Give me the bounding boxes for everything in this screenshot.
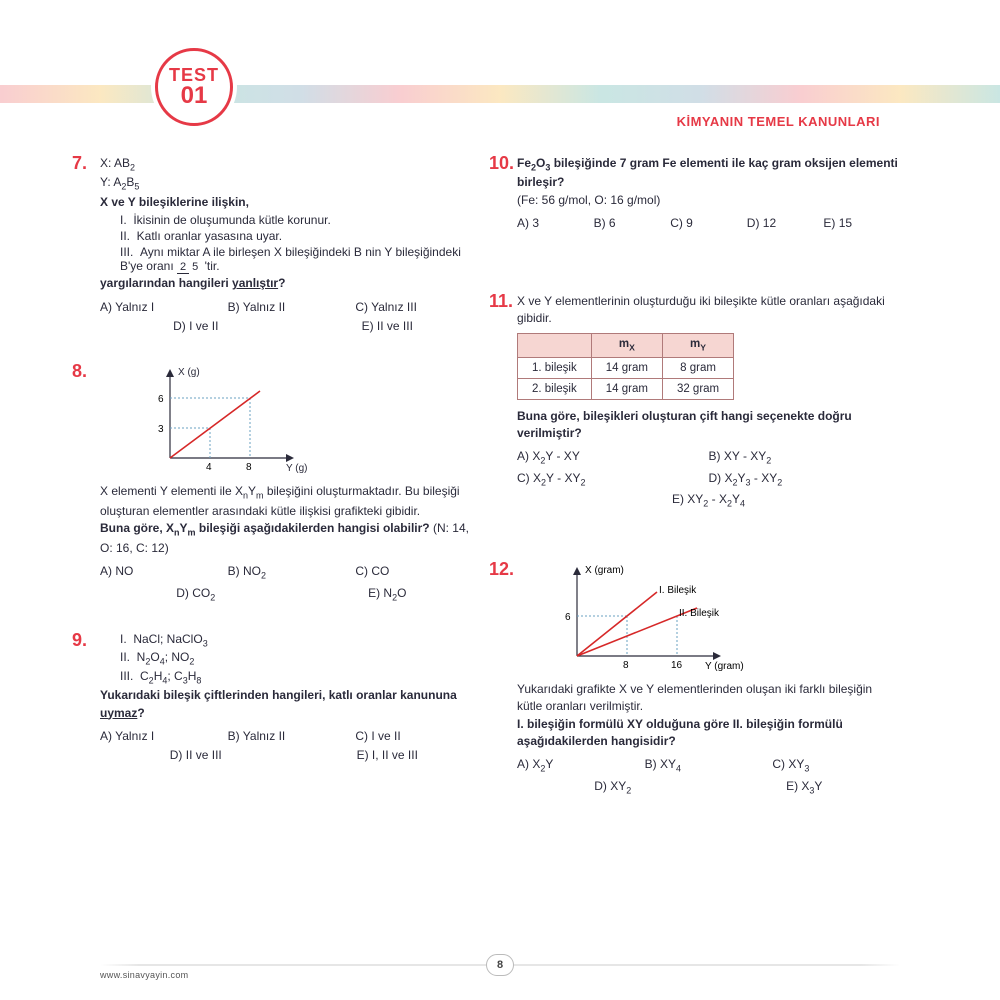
q8-options: A) NO B) NO2 C) CO D) CO2 E) N2O [100, 563, 483, 604]
q12-c: C) XY3 [772, 756, 900, 775]
q9-c: C) I ve II [355, 728, 483, 745]
q12-chart: X (gram) Y (gram) I. Bileşik II. Bileşik… [547, 561, 747, 681]
q7-line2: Y: A2B5 [100, 174, 483, 193]
right-column: 10 Fe2O3 bileşiğinde 7 gram Fe elementi … [517, 155, 900, 825]
q10-hint: (Fe: 56 g/mol, O: 16 g/mol) [517, 192, 900, 209]
q9-i: I. NaCl; NaClO3 [120, 632, 483, 648]
svg-text:Y (gram): Y (gram) [705, 661, 744, 672]
q11-options: A) X2Y - XY B) XY - XY2 C) X2Y - XY2 D) … [517, 448, 900, 510]
q11-d: D) X2Y3 - XY2 [709, 470, 901, 489]
q8-ask: Buna göre, XnYm bileşiği aşağıdakilerden… [100, 520, 483, 557]
q10-a: A) 3 [517, 215, 594, 232]
svg-text:Y (g): Y (g) [286, 463, 308, 474]
q11-b: B) XY - XY2 [709, 448, 901, 467]
qnum: 10 [489, 153, 514, 174]
left-column: 7 X: AB2 Y: A2B5 X ve Y bileşiklerine il… [100, 155, 483, 825]
qnum: 12 [489, 559, 514, 580]
question-7: 7 X: AB2 Y: A2B5 X ve Y bileşiklerine il… [100, 155, 483, 335]
question-8: 8 X (g) Y (g) 3 6 4 8 X [100, 363, 483, 604]
q7-i: I. İkisinin de oluşumunda kütle korunur. [120, 213, 483, 227]
q8-chart: X (g) Y (g) 3 6 4 8 [140, 363, 310, 483]
question-9: 9 I. NaCl; NaClO3 II. N2O4; NO2 III. C2H… [100, 632, 483, 765]
q11-ask: Buna göre, bileşikleri oluşturan çift ha… [517, 408, 900, 443]
q7-c: C) Yalnız III [355, 299, 483, 316]
q10-d: D) 12 [747, 215, 824, 232]
q9-ask: Yukarıdaki bileşik çiftlerinden hangiler… [100, 687, 483, 722]
q7-options: A) Yalnız I B) Yalnız II C) Yalnız III D… [100, 299, 483, 336]
q9-iii: III. C2H4; C3H8 [120, 669, 483, 685]
q8-text: X elementi Y elementi ile XnYm bileşiğin… [100, 483, 483, 520]
svg-text:8: 8 [623, 660, 629, 671]
header-band [0, 85, 1000, 103]
q10-c: C) 9 [670, 215, 747, 232]
q12-a: A) X2Y [517, 756, 645, 775]
q11-table: mXmY 1. bileşik14 gram8 gram 2. bileşik1… [517, 333, 734, 399]
question-11: 11 X ve Y elementlerinin oluşturduğu iki… [517, 293, 900, 511]
q7-intro: X ve Y bileşiklerine ilişkin, [100, 194, 483, 211]
q12-b: B) XY4 [645, 756, 773, 775]
qnum: 11 [489, 291, 513, 312]
q7-line1: X: AB2 [100, 155, 483, 174]
website: www.sinavyayin.com [100, 970, 188, 980]
q11-c: C) X2Y - XY2 [517, 470, 709, 489]
q7-e: E) II ve III [292, 318, 484, 335]
q7-ask: yargılarından hangileri yanlıştır? [100, 275, 483, 292]
q8-a: A) NO [100, 563, 228, 582]
q12-d: D) XY2 [517, 778, 709, 797]
q8-c: C) CO [355, 563, 483, 582]
q9-d: D) II ve III [100, 747, 292, 764]
q9-options: A) Yalnız I B) Yalnız II C) I ve II D) I… [100, 728, 483, 765]
q8-e: E) N2O [292, 585, 484, 604]
qnum: 9 [72, 630, 87, 651]
svg-text:4: 4 [206, 462, 212, 473]
q7-d: D) I ve II [100, 318, 292, 335]
q7-statements: I. İkisinin de oluşumunda kütle korunur.… [100, 213, 483, 273]
q9-a: A) Yalnız I [100, 728, 228, 745]
q7-ii: II. Katlı oranlar yasasına uyar. [120, 229, 483, 243]
q9-statements: I. NaCl; NaClO3 II. N2O4; NO2 III. C2H4;… [100, 632, 483, 685]
chapter-title: KİMYANIN TEMEL KANUNLARI [677, 114, 880, 129]
q9-ii: II. N2O4; NO2 [120, 650, 483, 666]
q8-b: B) NO2 [228, 563, 356, 582]
q7-a: A) Yalnız I [100, 299, 228, 316]
q11-intro: X ve Y elementlerinin oluşturduğu iki bi… [517, 293, 900, 328]
q8-d: D) CO2 [100, 585, 292, 604]
q7-iii: III. Aynı miktar A ile birleşen X bileşi… [120, 245, 483, 273]
svg-text:X (gram): X (gram) [585, 565, 624, 576]
question-10: 10 Fe2O3 bileşiğinde 7 gram Fe elementi … [517, 155, 900, 233]
question-12: 12 X (gram) Y (gram) I. Bileşik II. Bile… [517, 561, 900, 797]
q9-e: E) I, II ve III [292, 747, 484, 764]
qnum: 7 [72, 153, 87, 174]
badge-line2: 01 [181, 84, 208, 108]
qnum: 8 [72, 361, 87, 382]
svg-text:3: 3 [158, 424, 164, 435]
q7-b: B) Yalnız II [228, 299, 356, 316]
page-number: 8 [486, 954, 514, 976]
q12-options: A) X2Y B) XY4 C) XY3 D) XY2 E) X3Y [517, 756, 900, 797]
svg-text:X (g): X (g) [178, 367, 200, 378]
q12-e: E) X3Y [709, 778, 901, 797]
svg-text:II. Bileşik: II. Bileşik [679, 608, 720, 619]
q10-b: B) 6 [594, 215, 671, 232]
svg-text:16: 16 [671, 660, 683, 671]
svg-text:6: 6 [158, 394, 164, 405]
test-badge: TEST 01 [155, 48, 233, 126]
q9-b: B) Yalnız II [228, 728, 356, 745]
svg-text:I. Bileşik: I. Bileşik [659, 585, 697, 596]
q11-e: E) XY2 - X2Y4 [517, 491, 900, 510]
svg-text:8: 8 [246, 462, 252, 473]
q11-a: A) X2Y - XY [517, 448, 709, 467]
svg-text:6: 6 [565, 612, 571, 623]
q10-options: A) 3 B) 6 C) 9 D) 12 E) 15 [517, 215, 900, 232]
q10-e: E) 15 [823, 215, 900, 232]
footer: 8 www.sinavyayin.com [0, 954, 1000, 976]
q12-text: Yukarıdaki grafikte X ve Y elementlerind… [517, 681, 900, 716]
q12-ask: I. bileşiğin formülü XY olduğuna göre II… [517, 716, 900, 751]
q10-ask: Fe2O3 bileşiğinde 7 gram Fe elementi ile… [517, 155, 900, 192]
